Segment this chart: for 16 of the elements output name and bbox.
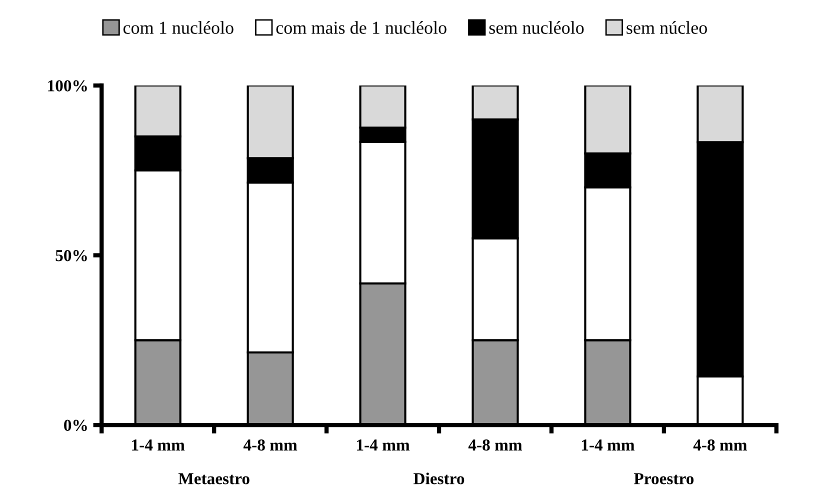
x-tick-label: 4-8 mm <box>468 439 522 451</box>
legend-label: com 1 nucléolo <box>123 21 234 34</box>
x-tick-label: 1-4 mm <box>357 439 410 450</box>
text: Metaestro <box>178 473 250 484</box>
text: Proestro <box>634 473 694 484</box>
legend-label: com mais de 1 nucléolo <box>276 21 446 34</box>
legend-label: sem núcleo <box>626 21 707 34</box>
y-tick-label: 100% <box>48 80 87 92</box>
x-tick-label: 4-8 mm <box>243 439 298 451</box>
x-tick-label: 1-4 mm <box>132 439 185 450</box>
y-tick-label: 0% <box>64 420 87 432</box>
x-tick-label: 4-8 mm <box>693 439 747 451</box>
legend-label: sem nucléolo <box>489 21 584 34</box>
x-tick-label: 1-4 mm <box>582 439 635 450</box>
y-tick-label: 50% <box>56 250 87 262</box>
text: Diestro <box>414 472 464 484</box>
